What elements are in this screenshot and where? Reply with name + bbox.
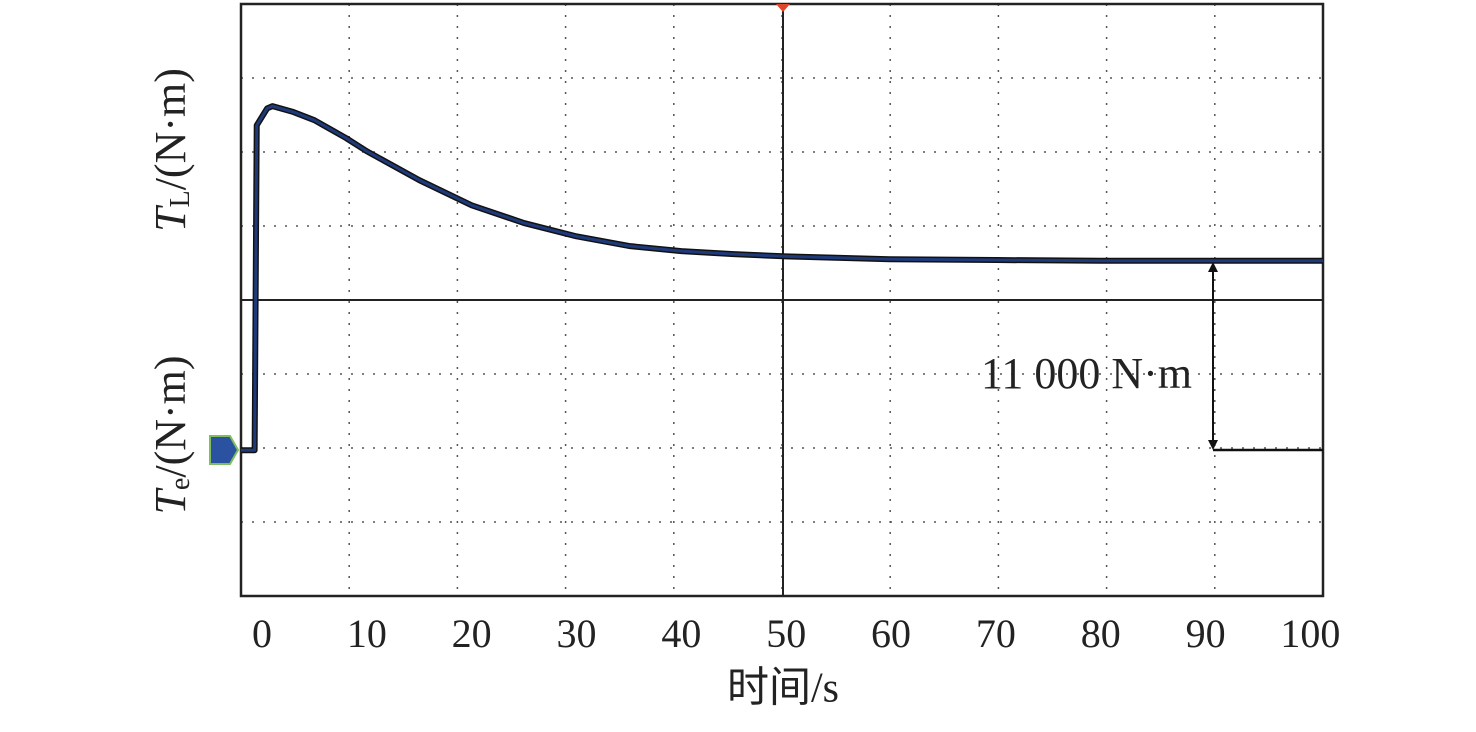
unit: /(N·m) (146, 68, 195, 190)
channel-marker (209, 435, 240, 465)
symbol: T (146, 487, 195, 515)
y-axis-label: Te/(N·m) (146, 355, 196, 514)
x-tick-label: 70 (976, 611, 1016, 656)
x-tick-label: 100 (1280, 611, 1340, 656)
unit: /(N·m) (146, 355, 195, 477)
x-tick-label: 20 (452, 611, 492, 656)
subscript: L (165, 190, 196, 207)
x-tick-label: 40 (661, 611, 701, 656)
x-tick-label: 10 (347, 611, 387, 656)
subscript: e (165, 478, 196, 490)
trigger-marker (776, 4, 790, 12)
x-tick-label: 50 (766, 611, 806, 656)
y-axis-label-text: Te/(N·m) (146, 355, 196, 514)
x-tick-label: 90 (1186, 611, 1226, 656)
y-axis-label-text: TL/(N·m) (146, 68, 196, 232)
x-tick-label: 80 (1081, 611, 1121, 656)
x-tick-label: 0 (252, 611, 272, 656)
x-axis-label: 时间/s (727, 666, 839, 712)
x-tick-label: 60 (871, 611, 911, 656)
trace (241, 104, 1323, 452)
y-axis-label: TL/(N·m) (146, 68, 196, 232)
x-tick-label: 30 (557, 611, 597, 656)
annotation: 11 000 N·m (981, 349, 1192, 398)
symbol: T (146, 204, 195, 232)
